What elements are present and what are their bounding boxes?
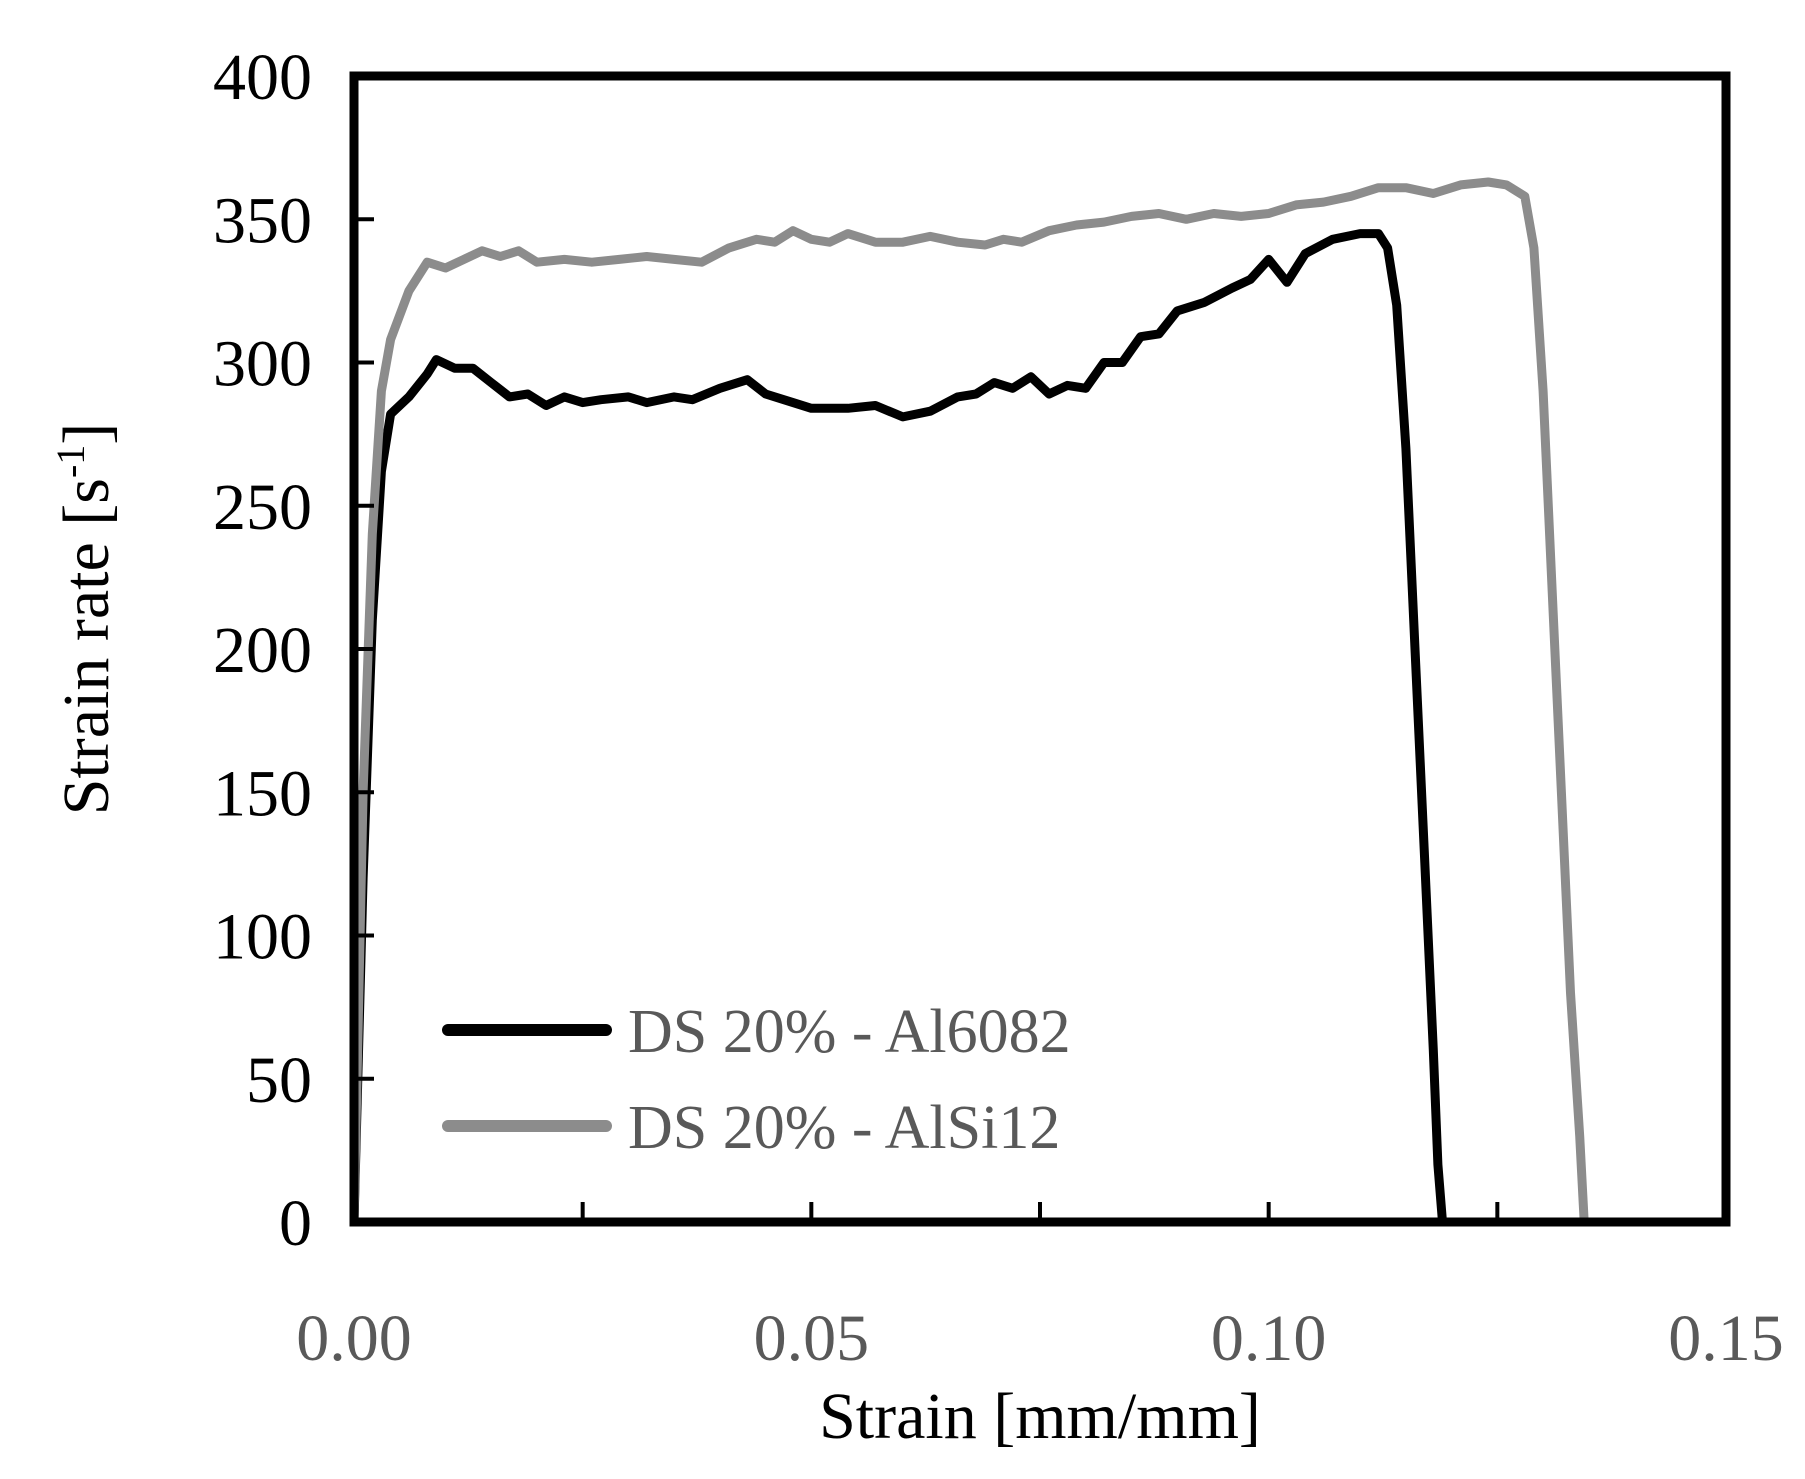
x-tick-label: 0.05	[754, 1302, 870, 1375]
legend-label: DS 20% - Al6082	[628, 998, 1071, 1066]
x-axis-title: Strain [mm/mm]	[819, 1380, 1261, 1453]
y-axis-title: Strain rate [s-1]	[48, 423, 123, 816]
y-tick-label: 300	[213, 328, 312, 401]
series-line-1	[349, 229, 1447, 1227]
y-tick-label: 350	[213, 184, 312, 257]
y-tick-label: 250	[213, 471, 312, 544]
x-tick-label: 0.10	[1211, 1302, 1327, 1375]
plot-frame	[349, 71, 1731, 1227]
y-tick-label: 400	[213, 41, 312, 114]
x-tick-labels: 0.00 0.05 0.10 0.15	[296, 1302, 1784, 1375]
x-tick-label: 0.00	[296, 1302, 412, 1375]
legend-label: DS 20% - AlSi12	[628, 1094, 1060, 1162]
y-tick-label: 50	[246, 1044, 312, 1117]
y-tick-label: 150	[213, 757, 312, 830]
y-tick-label: 200	[213, 614, 312, 687]
y-axis-title-main: Strain rate [s	[50, 478, 123, 815]
x-tick-label: 0.15	[1668, 1302, 1784, 1375]
legend: DS 20% - Al6082 DS 20% - AlSi12	[442, 998, 1071, 1162]
y-tick-label: 0	[279, 1187, 312, 1260]
series-layer	[349, 177, 1589, 1227]
y-axis-title-close: ]	[50, 423, 123, 445]
y-tick-labels: 0 50 100 150 200 250 300 350 400	[213, 41, 312, 1260]
series-line-2	[349, 177, 1589, 1227]
y-axis-title-superscript: -1	[48, 445, 93, 478]
y-tick-label: 100	[213, 901, 312, 974]
